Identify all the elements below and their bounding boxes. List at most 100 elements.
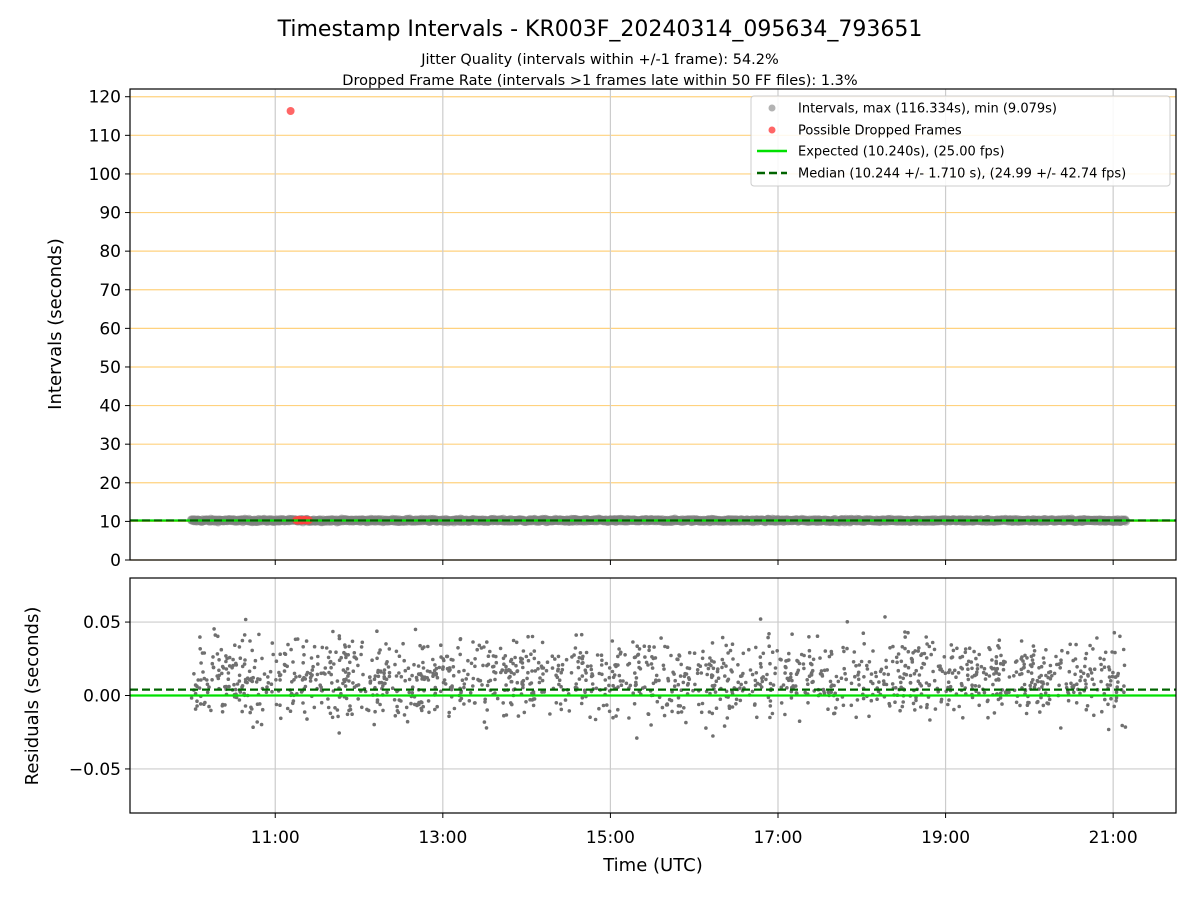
residual-point — [913, 708, 917, 712]
residual-point — [761, 651, 766, 656]
residual-point — [758, 655, 763, 659]
residual-point — [560, 667, 565, 672]
residual-point — [1072, 690, 1076, 695]
residual-point — [250, 648, 254, 653]
residual-point — [405, 719, 410, 724]
residual-point — [210, 661, 215, 666]
residual-point — [1088, 643, 1092, 648]
residual-point — [555, 675, 560, 680]
residual-point — [1020, 655, 1024, 659]
residual-point — [785, 658, 790, 663]
residual-point — [421, 666, 426, 670]
residual-point — [610, 639, 615, 643]
intervals-y-tick-label: 70 — [99, 281, 121, 301]
residual-point — [579, 701, 584, 706]
residual-point — [871, 649, 875, 653]
residual-point — [797, 661, 802, 666]
residual-point — [607, 666, 612, 670]
residual-point — [569, 671, 574, 675]
residual-point — [343, 670, 348, 674]
residual-point — [1092, 667, 1097, 671]
residual-point — [1014, 670, 1019, 674]
residual-point — [1091, 647, 1095, 651]
residual-point — [974, 656, 978, 661]
residual-point — [329, 665, 333, 670]
residual-point — [189, 696, 194, 700]
residual-point — [291, 701, 295, 706]
residual-point — [541, 672, 545, 676]
residual-point — [439, 643, 443, 647]
residual-point — [607, 683, 611, 688]
residual-point — [857, 683, 861, 687]
residual-point — [494, 660, 499, 665]
residual-point — [963, 650, 968, 655]
residual-point — [584, 678, 588, 682]
residual-point — [903, 635, 907, 639]
residual-point — [767, 632, 771, 636]
residuals-panel: 0.05 0.00 −0.05 11:00 13:00 15:00 17:00 19:00 21… — [22, 577, 1177, 876]
residual-point — [593, 717, 598, 722]
residual-point — [327, 670, 331, 675]
residual-point — [387, 674, 392, 679]
residual-point — [1039, 695, 1043, 700]
residual-point — [314, 678, 318, 682]
residual-point — [548, 712, 552, 716]
residual-point — [563, 698, 568, 702]
residual-point — [274, 702, 279, 707]
residual-point — [485, 708, 490, 712]
residual-point — [712, 660, 716, 664]
intervals-y-tick-label: 90 — [99, 204, 121, 224]
residual-point — [946, 702, 950, 707]
residual-point — [253, 658, 258, 663]
residual-point — [589, 667, 594, 672]
intervals-y-tick-label: 120 — [89, 88, 121, 108]
residual-point — [823, 649, 828, 653]
residual-point — [451, 673, 456, 678]
residual-point — [559, 684, 563, 689]
residual-point — [282, 662, 287, 667]
residual-point — [447, 710, 452, 715]
residual-point — [692, 651, 697, 655]
residual-point — [242, 633, 247, 637]
residual-point — [385, 690, 389, 695]
residual-point — [526, 658, 531, 663]
residual-point — [510, 702, 514, 707]
residual-point — [286, 642, 290, 647]
chart-subtitle-jitter: Jitter Quality (intervals within +/-1 fr… — [420, 52, 779, 68]
residual-point — [678, 674, 683, 678]
residual-point — [553, 657, 557, 661]
residual-point — [854, 664, 858, 668]
residual-point — [395, 704, 399, 709]
residual-point — [1090, 677, 1095, 681]
residual-point — [787, 651, 791, 656]
residual-point — [252, 665, 257, 670]
residual-point — [237, 698, 242, 702]
residual-point — [520, 682, 524, 686]
residual-point — [520, 657, 524, 661]
residual-point — [292, 671, 297, 676]
residual-point — [708, 656, 712, 660]
residual-point — [970, 675, 974, 679]
residual-point — [646, 712, 650, 716]
residual-point — [1047, 697, 1052, 702]
residual-point — [515, 680, 520, 685]
residual-point — [977, 691, 981, 696]
residual-point — [1110, 650, 1114, 654]
residual-point — [965, 673, 970, 677]
residual-point — [278, 652, 283, 656]
residual-point — [439, 689, 443, 694]
residual-point — [372, 722, 377, 727]
residual-point — [556, 663, 561, 668]
residual-point — [471, 640, 475, 644]
residual-point — [407, 677, 412, 682]
residual-point — [699, 710, 704, 715]
residual-point — [266, 675, 270, 679]
residual-point — [618, 652, 623, 656]
residual-point — [676, 682, 681, 687]
residual-point — [1099, 662, 1103, 667]
residual-point — [350, 712, 354, 716]
residual-point — [966, 677, 971, 682]
residual-point — [611, 683, 615, 688]
residual-point — [1041, 682, 1045, 686]
residual-point — [483, 697, 488, 702]
